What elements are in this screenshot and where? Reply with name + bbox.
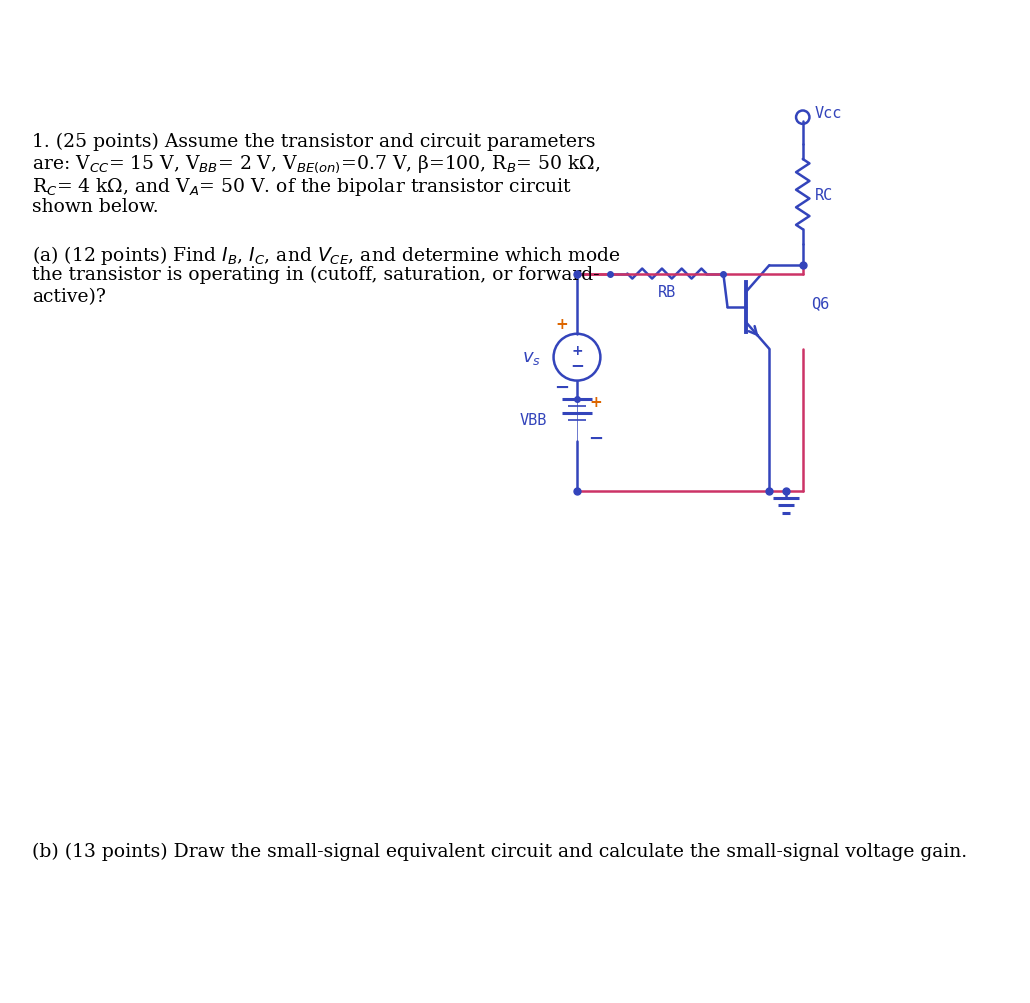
Text: (a) (12 points) Find $I_B$, $I_C$, and $V_{CE}$, and determine which mode: (a) (12 points) Find $I_B$, $I_C$, and $… bbox=[32, 244, 620, 267]
Text: +: + bbox=[572, 344, 583, 358]
Text: +: + bbox=[555, 317, 569, 332]
Text: −: − bbox=[570, 356, 584, 374]
Text: the transistor is operating in (cutoff, saturation, or forward-: the transistor is operating in (cutoff, … bbox=[32, 266, 599, 284]
Text: $v_s$: $v_s$ bbox=[521, 349, 541, 367]
Text: −: − bbox=[588, 430, 603, 447]
Text: active)?: active)? bbox=[32, 288, 106, 306]
Text: +: + bbox=[589, 394, 602, 409]
Text: (b) (13 points) Draw the small-signal equivalent circuit and calculate the small: (b) (13 points) Draw the small-signal eq… bbox=[32, 843, 967, 861]
Text: shown below.: shown below. bbox=[32, 198, 159, 216]
Text: 1. (25 points) Assume the transistor and circuit parameters: 1. (25 points) Assume the transistor and… bbox=[32, 132, 595, 150]
Text: −: − bbox=[554, 379, 570, 397]
Text: VBB: VBB bbox=[520, 413, 547, 428]
Text: RB: RB bbox=[658, 285, 676, 300]
Text: are: V$_{CC}$= 15 V, V$_{BB}$= 2 V, V$_{BE(on)}$=0.7 V, β=100, R$_{B}$= 50 kΩ,: are: V$_{CC}$= 15 V, V$_{BB}$= 2 V, V$_{… bbox=[32, 154, 599, 176]
Text: RC: RC bbox=[815, 188, 832, 203]
Text: Vcc: Vcc bbox=[815, 105, 842, 120]
Text: Q6: Q6 bbox=[811, 296, 829, 311]
Text: R$_{C}$= 4 kΩ, and V$_{A}$= 50 V. of the bipolar transistor circuit: R$_{C}$= 4 kΩ, and V$_{A}$= 50 V. of the… bbox=[32, 176, 572, 198]
